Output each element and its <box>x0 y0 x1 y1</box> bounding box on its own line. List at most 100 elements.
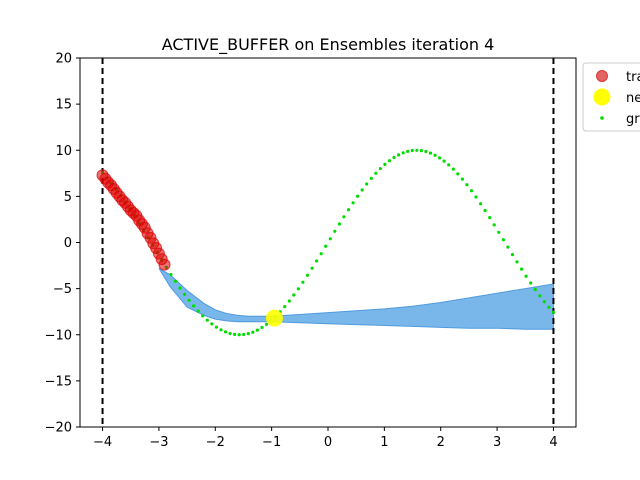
ground-truth-point <box>369 176 373 180</box>
ground-truth-point <box>515 260 519 264</box>
ground-truth-point <box>479 202 483 206</box>
ground-truth-point <box>542 300 546 304</box>
ground-truth-point <box>451 167 455 171</box>
y-tick-label: 15 <box>55 98 72 113</box>
ground-truth-point <box>524 274 528 278</box>
ground-truth-point <box>456 172 460 176</box>
ground-truth-point <box>442 159 446 163</box>
legend-marker <box>593 88 611 106</box>
boundary-lines <box>101 58 555 427</box>
x-tick-label: 2 <box>437 435 445 450</box>
ground-truth-point <box>182 292 187 296</box>
ground-truth-point <box>283 305 287 309</box>
ground-truth-point <box>260 325 264 330</box>
ground-truth-point <box>328 237 332 241</box>
ground-truth-point <box>196 309 200 313</box>
training-points-series <box>96 169 171 271</box>
ground-truth-point <box>374 171 378 175</box>
y-tick-label: 0 <box>64 236 72 251</box>
ground-truth-point <box>547 305 551 309</box>
ground-truth-point <box>187 298 191 302</box>
y-tick-label: 5 <box>64 190 72 205</box>
ground-truth-point <box>460 177 464 181</box>
new-point <box>265 309 283 327</box>
ground-truth-point <box>406 149 410 153</box>
ground-truth-point <box>397 153 401 157</box>
ground-truth-point <box>219 328 223 332</box>
y-tick-label: −5 <box>53 282 72 297</box>
ground-truth-point <box>292 293 296 297</box>
ground-truth-point <box>201 314 205 318</box>
ground-truth-point <box>433 153 437 157</box>
ground-truth-point <box>264 322 269 326</box>
ground-truth-point <box>205 318 209 322</box>
x-axis-ticks: −4 −3 −2 −1 0 1 2 3 4 <box>93 427 558 450</box>
legend-marker <box>596 70 608 82</box>
ground-truth-point <box>497 230 501 234</box>
ground-truth-point <box>178 286 182 290</box>
ground-truth-point <box>310 266 314 270</box>
ground-truth-point <box>351 201 355 205</box>
x-tick-label: 4 <box>549 435 557 450</box>
x-tick-label: −3 <box>149 435 168 450</box>
ground-truth-point <box>233 332 237 336</box>
ground-truth-point <box>401 151 405 155</box>
ground-truth-point <box>251 330 255 334</box>
ground-truth-point <box>415 148 419 152</box>
y-axis-ticks: −20 −15 −10 −5 0 5 10 15 20 <box>45 52 80 436</box>
chart-title: ACTIVE_BUFFER on Ensembles iteration 4 <box>162 35 495 55</box>
ground-truth-point <box>392 155 396 160</box>
uncertainty-band <box>158 267 554 330</box>
ground-truth-point <box>365 182 369 186</box>
ground-truth-point <box>378 167 382 171</box>
ground-truth-point <box>469 189 474 193</box>
x-tick-label: −1 <box>262 435 281 450</box>
ground-truth-point <box>383 162 387 166</box>
legend-label: ne <box>626 91 640 106</box>
ground-truth-point <box>387 159 392 163</box>
x-tick-label: 3 <box>493 435 501 450</box>
x-tick-label: −2 <box>206 435 225 450</box>
x-tick-label: 1 <box>380 435 388 450</box>
ground-truth-point <box>169 272 173 277</box>
ground-truth-point <box>419 149 423 153</box>
ground-truth-point <box>192 304 196 308</box>
legend-label: gr <box>626 112 640 127</box>
y-tick-label: 10 <box>55 144 72 159</box>
ground-truth-point <box>210 322 214 326</box>
ground-truth-point <box>228 331 232 336</box>
ground-truth-point <box>410 148 414 153</box>
x-tick-label: 0 <box>324 435 332 450</box>
y-tick-label: −10 <box>45 328 72 343</box>
y-tick-label: −20 <box>45 421 72 436</box>
ground-truth-point <box>483 208 487 213</box>
ground-truth-point <box>529 281 533 285</box>
ground-truth-point <box>438 156 442 160</box>
ground-truth-point <box>492 223 496 227</box>
ground-truth-point <box>319 252 323 256</box>
ground-truth-point <box>356 194 360 198</box>
ground-truth-point <box>237 333 241 337</box>
ground-truth-point <box>424 149 428 154</box>
ground-truth-point <box>324 244 328 248</box>
ground-truth-point <box>501 238 505 242</box>
ground-truth-point <box>315 259 319 263</box>
legend: tra ne gr <box>582 62 640 132</box>
x-tick-label: −4 <box>93 435 112 450</box>
ground-truth-point <box>296 287 300 291</box>
train-point <box>158 258 171 271</box>
ground-truth-point <box>305 273 310 277</box>
ground-truth-point <box>333 229 337 233</box>
ground-truth-point <box>520 267 524 271</box>
legend-marker <box>600 116 604 120</box>
new-point-series <box>265 309 283 327</box>
ground-truth-point <box>337 222 341 226</box>
ground-truth-point <box>533 287 537 292</box>
ground-truth-point <box>360 188 364 192</box>
ground-truth-point <box>173 279 177 283</box>
ground-truth-point <box>538 294 542 298</box>
ground-truth-point <box>242 332 246 337</box>
ground-truth-point <box>510 253 515 257</box>
ground-truth-point <box>488 216 492 220</box>
